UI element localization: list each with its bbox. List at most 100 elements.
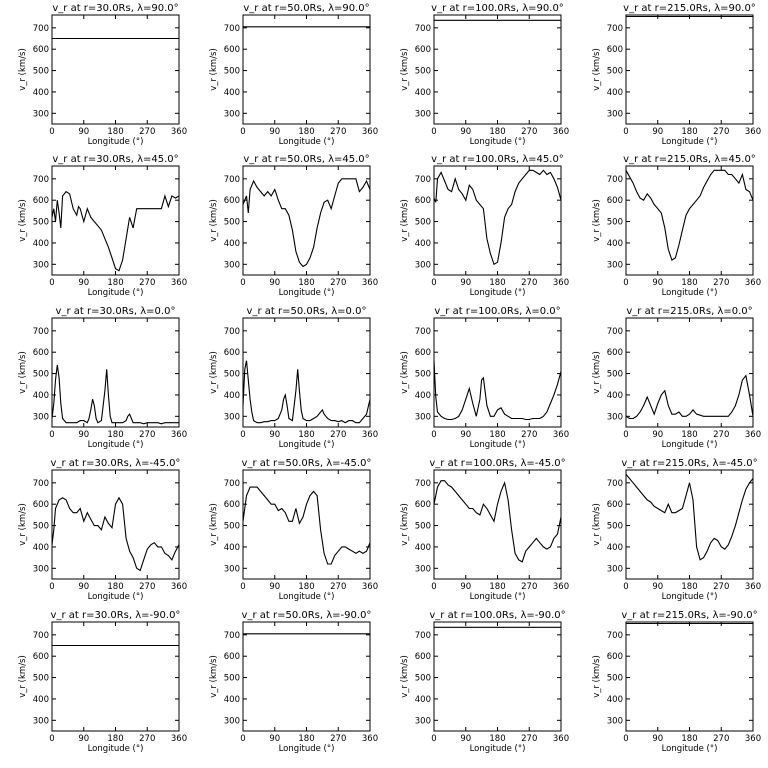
- y-tick-label: 500: [33, 218, 49, 228]
- y-tick-label: 500: [415, 67, 431, 77]
- x-tick-label: 270: [330, 582, 346, 592]
- y-tick-label: 300: [607, 260, 623, 270]
- y-tick-label: 300: [607, 109, 623, 119]
- x-tick-label: 360: [362, 582, 378, 592]
- x-tick-label: 270: [139, 278, 155, 288]
- x-tick-label: 0: [49, 127, 54, 137]
- plot-frame: [625, 621, 754, 732]
- chart-title: v_r at r=215.0Rs, λ=0.0°: [626, 306, 752, 317]
- x-tick-label: 180: [298, 734, 314, 744]
- x-tick-label: 360: [745, 734, 761, 744]
- y-tick-label: 500: [607, 370, 623, 380]
- x-tick-label: 270: [713, 582, 729, 592]
- y-tick-label: 700: [415, 327, 431, 337]
- x-axis-label: Longitude (°): [279, 288, 335, 298]
- y-tick-label: 600: [33, 45, 49, 55]
- x-tick-label: 270: [521, 278, 537, 288]
- x-axis-label: Longitude (°): [88, 440, 144, 450]
- x-tick-label: 90: [652, 278, 663, 288]
- x-tick-label: 360: [362, 278, 378, 288]
- x-tick-label: 360: [553, 582, 569, 592]
- x-tick-label: 90: [460, 278, 471, 288]
- chart-title: v_r at r=30.0Rs, λ=-90.0°: [51, 610, 181, 621]
- plot-frame: [51, 14, 180, 125]
- x-tick-label: 360: [171, 582, 187, 592]
- plot-frame: [242, 165, 371, 276]
- x-tick-label: 360: [171, 278, 187, 288]
- x-axis-label: Longitude (°): [470, 137, 526, 147]
- y-tick-label: 600: [33, 196, 49, 206]
- x-tick-label: 0: [240, 127, 245, 137]
- x-tick-label: 360: [553, 430, 569, 440]
- y-tick-label: 600: [224, 348, 240, 358]
- x-tick-label: 90: [652, 734, 663, 744]
- chart-panel-11: v_r at r=100.0Rs, λ=0.0° 0 90 180 270 360 300 4…: [400, 306, 569, 450]
- x-axis-label: Longitude (°): [88, 744, 144, 754]
- y-tick-label: 700: [607, 24, 623, 34]
- y-tick-label: 400: [33, 391, 49, 401]
- x-axis-label: Longitude (°): [662, 744, 718, 754]
- y-tick-label: 500: [224, 218, 240, 228]
- x-tick-label: 90: [652, 430, 663, 440]
- x-tick-label: 0: [623, 734, 628, 744]
- x-tick-label: 270: [521, 430, 537, 440]
- x-tick-label: 360: [362, 734, 378, 744]
- x-tick-label: 0: [240, 582, 245, 592]
- x-tick-label: 270: [330, 430, 346, 440]
- chart-panel-5: v_r at r=30.0Rs, λ=45.0° 0 90 180 270 360 300 4…: [18, 154, 187, 298]
- y-tick-label: 300: [33, 716, 49, 726]
- y-tick-label: 700: [224, 631, 240, 641]
- y-axis-label: v_r (km/s): [400, 199, 410, 242]
- plot-frame: [242, 621, 371, 732]
- y-tick-label: 500: [415, 370, 431, 380]
- y-tick-label: 400: [415, 695, 431, 705]
- y-tick-label: 400: [33, 88, 49, 98]
- x-tick-label: 90: [460, 582, 471, 592]
- y-tick-label: 300: [607, 564, 623, 574]
- y-axis-label: v_r (km/s): [400, 351, 410, 394]
- x-tick-label: 360: [745, 582, 761, 592]
- y-tick-label: 700: [33, 175, 49, 185]
- x-tick-label: 90: [652, 127, 663, 137]
- y-tick-label: 300: [607, 716, 623, 726]
- y-tick-label: 600: [224, 45, 240, 55]
- x-tick-label: 90: [269, 127, 280, 137]
- y-tick-label: 400: [607, 88, 623, 98]
- x-axis-label: Longitude (°): [279, 744, 335, 754]
- y-tick-label: 400: [607, 543, 623, 553]
- y-tick-label: 600: [415, 500, 431, 510]
- x-tick-label: 0: [623, 278, 628, 288]
- y-tick-label: 500: [224, 674, 240, 684]
- x-tick-label: 0: [49, 430, 54, 440]
- x-tick-label: 0: [240, 734, 245, 744]
- plot-frame: [433, 14, 562, 125]
- y-tick-label: 600: [224, 500, 240, 510]
- chart-panel-3: v_r at r=100.0Rs, λ=90.0° 0 90 180 270 360 300…: [400, 3, 569, 147]
- y-tick-label: 500: [607, 674, 623, 684]
- y-tick-label: 400: [224, 391, 240, 401]
- data-line: [433, 480, 562, 563]
- chart-title: v_r at r=215.0Rs, λ=-90.0°: [621, 610, 757, 621]
- y-tick-label: 400: [607, 239, 623, 249]
- plot-frame: [625, 165, 754, 276]
- x-tick-label: 180: [107, 430, 123, 440]
- chart-panel-13: v_r at r=30.0Rs, λ=-45.0° 0 90 180 270 360 300…: [18, 458, 187, 602]
- y-tick-label: 700: [415, 24, 431, 34]
- x-tick-label: 0: [240, 430, 245, 440]
- x-tick-label: 360: [171, 127, 187, 137]
- x-tick-label: 0: [431, 734, 436, 744]
- chart-panel-1: v_r at r=30.0Rs, λ=90.0° 0 90 180 270 360 300 4…: [18, 3, 187, 147]
- y-axis-label: v_r (km/s): [592, 503, 602, 546]
- y-tick-label: 300: [224, 412, 240, 422]
- y-tick-label: 300: [224, 260, 240, 270]
- chart-title: v_r at r=100.0Rs, λ=45.0°: [431, 154, 564, 165]
- plot-frame: [51, 469, 180, 580]
- plot-frame: [433, 621, 562, 732]
- x-tick-label: 180: [107, 582, 123, 592]
- plot-frame: [433, 469, 562, 580]
- plot-frame: [625, 14, 754, 125]
- x-axis-label: Longitude (°): [279, 440, 335, 450]
- x-axis-label: Longitude (°): [88, 592, 144, 602]
- y-tick-label: 400: [607, 695, 623, 705]
